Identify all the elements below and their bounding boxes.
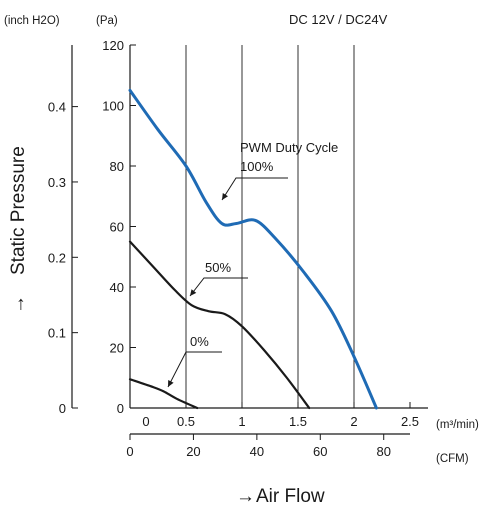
y-tick-label-inch: 0: [59, 401, 66, 416]
legend-title: PWM Duty Cycle: [240, 140, 338, 155]
label-100: 100%: [240, 159, 274, 174]
y-tick-label-inch: 0.2: [48, 250, 66, 265]
y-tick-label-inch: 0.3: [48, 175, 66, 190]
leader-0: [167, 351, 222, 388]
x-tick-label-cfm: 20: [186, 444, 200, 459]
x-tick-label-m3min: 2: [350, 414, 357, 429]
y-tick-label-pa: 0: [117, 401, 124, 416]
series-line-50: [128, 240, 311, 410]
x-arrow: →: [236, 486, 255, 506]
leader-50: [189, 277, 248, 297]
axis-layer: 0 20 40 60 80 100 120 0 0.1 0.2 0.3 0.4 0 0.5 1 1.5 2 2.5…: [48, 38, 428, 459]
y-tick-label-pa: 80: [110, 159, 124, 174]
series-layer: [128, 88, 378, 410]
y-tick-label-pa: 60: [110, 220, 124, 235]
x-tick-label-m3min: 0.5: [177, 414, 195, 429]
series-line-100: [128, 88, 378, 410]
y-tick-label-pa: 120: [102, 38, 124, 53]
x-unit-m3min: (m³/min): [436, 419, 479, 431]
header-note: DC 12V / DC24V: [289, 12, 388, 27]
x-tick-label-m3min: 1: [238, 414, 245, 429]
y-tick-label-inch: 0.1: [48, 326, 66, 341]
grid-layer: [185, 45, 355, 408]
y-arrow: →: [8, 295, 29, 314]
leader-0-arrowhead: [168, 380, 174, 387]
x-tick-label-m3min: 0: [142, 414, 149, 429]
leader-layer: [167, 177, 288, 388]
y-axis-title: Static Pressure: [8, 146, 29, 275]
series-line-0: [128, 378, 199, 410]
x-unit-cfm: (CFM): [436, 453, 469, 465]
label-50: 50%: [205, 260, 231, 275]
x-axis-title: Air Flow: [256, 486, 325, 506]
x-tick-label-cfm: 60: [313, 444, 327, 459]
y-tick-label-pa: 100: [102, 99, 124, 114]
y-unit-pa: (Pa): [96, 15, 118, 27]
leader-50-arrowhead: [190, 289, 197, 296]
x-tick-label-cfm: 40: [250, 444, 264, 459]
x-tick-label-m3min: 1.5: [289, 414, 307, 429]
y-tick-label-pa: 20: [110, 341, 124, 356]
x-tick-label-m3min: 2.5: [401, 414, 419, 429]
label-0: 0%: [190, 334, 209, 349]
x-tick-label-cfm: 0: [126, 444, 133, 459]
y-tick-label-pa: 40: [110, 280, 124, 295]
x-tick-label-cfm: 80: [376, 444, 390, 459]
leader-100-arrowhead: [222, 193, 228, 200]
y-tick-label-inch: 0.4: [48, 100, 66, 115]
y-unit-inch: (inch H2O): [4, 15, 60, 27]
leader-100: [221, 177, 288, 201]
